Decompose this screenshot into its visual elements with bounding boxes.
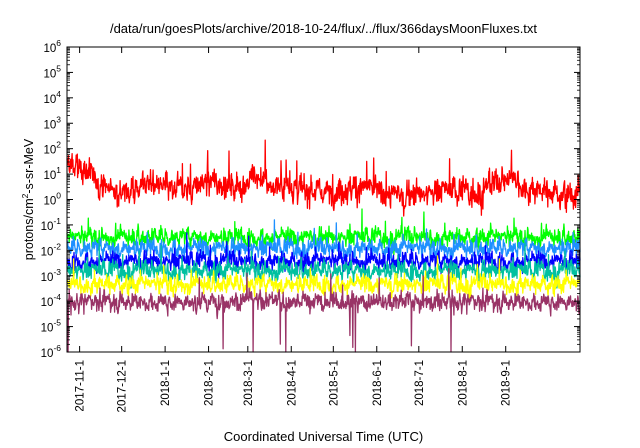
- series-line-3: [66, 219, 581, 267]
- y-tick-exponent: -3: [53, 267, 61, 277]
- chart-title: /data/run/goesPlots/archive/2018-10-24/f…: [110, 21, 537, 36]
- series-line-2: [66, 208, 581, 256]
- y-tick-label: 106: [43, 38, 61, 55]
- y-tick-base: 10: [43, 43, 56, 55]
- y-tick-exponent: -2: [53, 241, 61, 251]
- y-tick-base: 10: [43, 94, 56, 106]
- x-tick-label: 2018-2-1: [204, 360, 216, 406]
- y-tick-exponent: 3: [56, 114, 61, 124]
- x-axis-title: Coordinated Universal Time (UTC): [224, 429, 423, 444]
- y-tick-base: 10: [41, 297, 54, 309]
- y-tick-label: 104: [43, 89, 61, 106]
- x-tick-label: 2018-9-1: [501, 360, 513, 406]
- y-tick-exponent: 4: [56, 89, 61, 99]
- x-tick-label: 2018-6-1: [372, 360, 384, 406]
- series-line-7: [66, 268, 581, 353]
- y-tick-label: 101: [43, 165, 61, 182]
- y-tick-base: 10: [41, 323, 54, 335]
- x-tick-label: 2017-11-1: [75, 360, 87, 412]
- y-tick-base: 10: [43, 68, 56, 80]
- y-tick-label: 100: [43, 191, 61, 208]
- y-tick-label: 105: [43, 63, 61, 80]
- y-tick-base: 10: [43, 196, 56, 208]
- x-tick-label: 2018-8-1: [457, 360, 469, 406]
- y-tick-base: 10: [41, 221, 54, 233]
- y-tick-label: 103: [43, 114, 61, 131]
- y-tick-label: 10-2: [41, 241, 62, 258]
- y-axis-title: protons/cm2-s-sr-MeV: [20, 138, 36, 260]
- y-tick-exponent: -6: [53, 343, 61, 353]
- series-line-6: [66, 255, 581, 303]
- y-tick-label: 10-4: [41, 292, 62, 309]
- y-tick-base: 10: [41, 272, 54, 284]
- y-tick-label: 102: [43, 140, 61, 157]
- y-tick-base: 10: [43, 119, 56, 131]
- x-tick-label: 2018-7-1: [414, 360, 426, 406]
- y-tick-label: 10-3: [41, 267, 62, 284]
- x-tick-label: 2018-5-1: [328, 360, 340, 406]
- series-line-5: [66, 241, 581, 289]
- x-tick-label: 2018-1-1: [160, 360, 172, 406]
- y-tick-label: 10-5: [41, 318, 62, 335]
- y-tick-exponent: -1: [53, 216, 61, 226]
- y-tick-base: 10: [43, 170, 56, 182]
- y-tick-label: 10-1: [41, 216, 62, 233]
- x-tick-label: 2017-12-1: [117, 360, 129, 412]
- y-tick-exponent: -4: [53, 292, 61, 302]
- y-tick-exponent: 2: [56, 140, 61, 150]
- series-line-1: [66, 139, 581, 217]
- y-tick-base: 10: [41, 246, 54, 258]
- y-tick-label: 10-6: [41, 343, 62, 360]
- y-tick-exponent: 1: [56, 165, 61, 175]
- y-tick-exponent: -5: [53, 318, 61, 328]
- tick-layer: 10-610-510-410-310-210-11001011021031041…: [41, 38, 580, 412]
- y-tick-exponent: 6: [56, 38, 61, 48]
- y-tick-exponent: 5: [56, 63, 61, 73]
- y-tick-exponent: 0: [56, 191, 61, 201]
- series-layer: [66, 139, 581, 353]
- x-tick-label: 2018-4-1: [286, 360, 298, 406]
- y-tick-base: 10: [43, 145, 56, 157]
- x-tick-label: 2018-3-1: [243, 360, 255, 406]
- y-tick-base: 10: [41, 348, 54, 360]
